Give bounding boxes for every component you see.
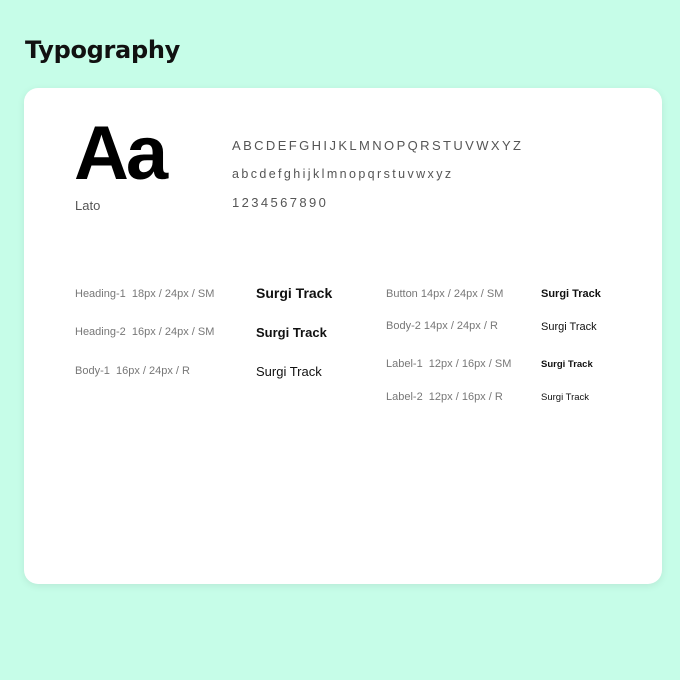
style-sample-heading-2: Surgi Track <box>256 325 327 340</box>
style-spec-button: Button 14px / 24px / SM <box>386 288 504 300</box>
style-spec-heading-1: Heading-1 18px / 24px / SM <box>75 288 215 300</box>
page-title: Typography <box>25 36 180 64</box>
style-spec-body-2: Body-2 14px / 24px / R <box>386 320 498 332</box>
style-sample-button: Surgi Track <box>541 288 601 300</box>
font-sample: Aa <box>74 111 168 196</box>
style-spec-heading-2: Heading-2 16px / 24px / SM <box>75 326 215 338</box>
uppercase-glyphs: ABCDEFGHIJKLMNOPQRSTUVWXYZ <box>232 138 524 153</box>
style-spec-body-1: Body-1 16px / 24px / R <box>75 365 190 377</box>
style-sample-label-1: Surgi Track <box>541 359 593 370</box>
font-name: Lato <box>75 198 101 213</box>
style-sample-label-2: Surgi Track <box>541 392 590 403</box>
style-spec-label-2: Label-2 12px / 16px / R <box>386 391 503 403</box>
digit-glyphs: 1234567890 <box>232 195 329 210</box>
typography-card: Aa Lato ABCDEFGHIJKLMNOPQRSTUVWXYZ abcde… <box>24 88 662 584</box>
style-sample-body-1: Surgi Track <box>256 364 322 379</box>
style-spec-label-1: Label-1 12px / 16px / SM <box>386 358 512 370</box>
lowercase-glyphs: abcdefghijklmnopqrstuvwxyz <box>232 167 454 181</box>
style-sample-heading-1: Surgi Track <box>256 285 333 301</box>
style-sample-body-2: Surgi Track <box>541 321 597 333</box>
